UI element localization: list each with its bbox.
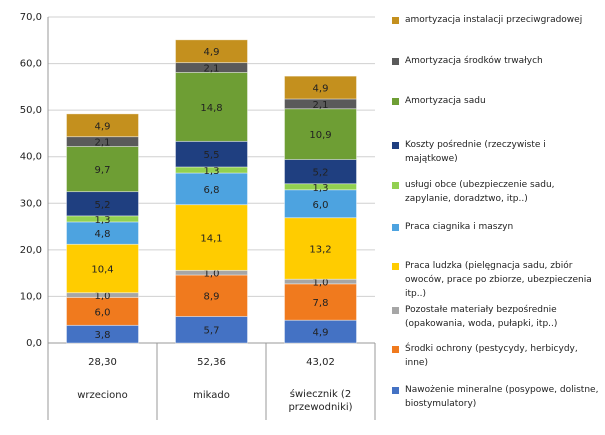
legend-swatch [392, 17, 399, 24]
bar-segment [66, 243, 139, 294]
data-label: 4,9 [204, 47, 220, 58]
bar-segment [175, 204, 248, 271]
y-tick-label: 60,0 [20, 59, 42, 70]
y-tick-label: 0,0 [26, 338, 42, 349]
bar-segment [284, 217, 357, 280]
data-label: 10,4 [91, 264, 113, 275]
bar-segment [284, 189, 357, 219]
bar-segment [284, 159, 357, 185]
data-label: 13,2 [309, 244, 331, 255]
data-label: 6,0 [95, 307, 111, 318]
bar-segment [284, 108, 357, 160]
data-label: 6,0 [313, 200, 329, 211]
y-tick-label: 70,0 [20, 12, 42, 23]
data-label: 2,1 [313, 100, 329, 111]
legend-swatch [392, 346, 399, 353]
data-label: 1,3 [313, 183, 329, 194]
data-label: 4,9 [313, 328, 329, 339]
legend-label: Amortyzacja sadu [405, 96, 486, 106]
data-label: 10,9 [309, 130, 331, 141]
bar-segment [175, 274, 248, 317]
x-tick-label: wrzeciono [77, 390, 128, 401]
legend-label: Praca ciagnika i maszyn [405, 222, 514, 232]
bar-segment [175, 39, 248, 64]
data-label: 1,3 [95, 215, 111, 226]
data-label: 14,8 [200, 103, 222, 114]
y-tick-label: 50,0 [20, 105, 42, 116]
legend-swatch [392, 142, 399, 149]
data-label: 8,9 [204, 292, 220, 303]
legend-swatch [392, 387, 399, 394]
data-label: 4,9 [313, 84, 329, 95]
legend-label: Koszty pośrednie (rzeczywiste i majątkow… [405, 140, 546, 164]
data-label: 4,8 [95, 229, 111, 240]
data-label: 9,7 [95, 165, 111, 176]
legend-swatch [392, 224, 399, 231]
data-label: 3,8 [95, 330, 111, 341]
data-label: 2,1 [95, 138, 111, 149]
x-tick-label: mikado [193, 390, 230, 401]
legend-swatch [392, 182, 399, 189]
data-label: 5,2 [95, 200, 111, 211]
legend-label: usługi obce (ubezpieczenie sadu, zapylan… [405, 180, 555, 204]
legend-swatch [392, 98, 399, 105]
bar-segment [175, 140, 248, 168]
x-tick-label: świecznik (2 przewodniki) [288, 388, 352, 413]
bar-segment [175, 316, 248, 344]
y-tick-label: 10,0 [20, 291, 42, 302]
legend-label: amortyzacja instalacji przeciwgradowej [405, 15, 583, 25]
y-tick-label: 20,0 [20, 245, 42, 256]
bar-segment [66, 296, 139, 326]
bar-segment [284, 283, 357, 321]
data-label: 1,0 [313, 278, 329, 289]
bar-segment [66, 113, 139, 138]
data-label: 5,2 [313, 168, 329, 179]
bar-segment [66, 191, 139, 217]
data-label: 5,5 [204, 150, 220, 161]
bar-segment [175, 172, 248, 206]
legend-label: Pozostałe materiały bezpośrednie (opakow… [405, 305, 558, 329]
legend-swatch [392, 307, 399, 314]
legend-swatch [392, 263, 399, 270]
legend-swatch [392, 58, 399, 65]
legend-label: Środki ochrony (pestycydy, herbicydy, in… [405, 344, 578, 368]
data-label: 14,1 [200, 234, 222, 245]
legend-label: Nawożenie mineralne (posypowe, dolistne,… [405, 385, 599, 409]
bar-segment [175, 72, 248, 142]
data-label: 6,8 [204, 185, 220, 196]
legend-label: Amortyzacja środków trwałych [405, 56, 543, 66]
data-label: 1,3 [204, 166, 220, 177]
table-value: 52,36 [197, 357, 226, 368]
bar-segment [284, 75, 357, 100]
y-tick-label: 40,0 [20, 152, 42, 163]
data-label: 1,0 [95, 291, 111, 302]
table-value: 28,30 [88, 357, 117, 368]
data-label: 1,0 [204, 269, 220, 280]
data-label: 2,1 [204, 64, 220, 75]
table-value: 43,02 [306, 357, 335, 368]
data-label: 7,8 [313, 298, 329, 309]
data-label: 5,7 [204, 326, 220, 337]
data-label: 4,9 [95, 121, 111, 132]
legend-label: Praca ludzka (pielęgnacja sadu, zbiór ow… [405, 261, 592, 299]
y-tick-label: 30,0 [20, 198, 42, 209]
bar-segment [66, 146, 139, 193]
